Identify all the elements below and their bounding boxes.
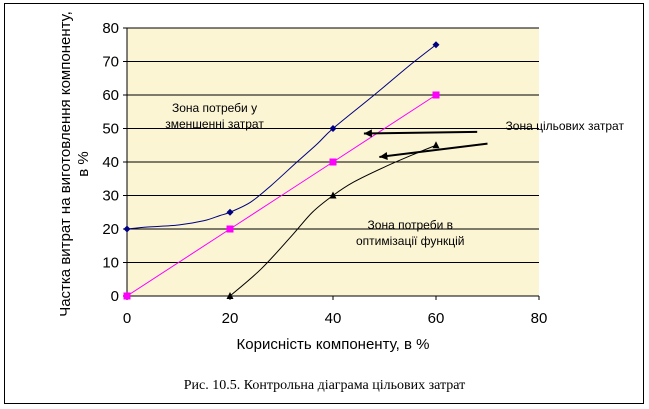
y-tick-label: 80: [102, 20, 119, 37]
x-tick-label: 60: [428, 310, 445, 327]
y-tick-label: 10: [102, 255, 119, 272]
y-tick-label: 0: [111, 288, 119, 305]
annotation-line: Зона потреби у: [172, 101, 257, 115]
x-tick-label: 0: [123, 310, 131, 327]
tick-labels: 0 10 20 30 40 50 60 70 80 0 20 40 60 80: [102, 20, 547, 327]
data-point-diamond: [432, 41, 440, 49]
x-tick-label: 80: [531, 310, 548, 327]
y-tick-label: 70: [102, 54, 119, 71]
annotation-line: зменшенні затрат: [165, 117, 264, 131]
zone-annotation: Зона потреби в оптимізації функцій: [356, 218, 465, 248]
y-tick-label: 30: [102, 188, 119, 205]
data-point-diamond: [226, 208, 234, 216]
data-point-triangle: [329, 191, 337, 199]
y-axis-title: Частка витрат на виготовлення компоненту…: [57, 11, 92, 317]
annotation-line: Зона потреби в: [368, 218, 453, 232]
x-axis-title: Корисність компоненту, в %: [237, 336, 430, 353]
arrow-head: [363, 129, 372, 138]
annotation-line: оптимізації функцій: [356, 234, 465, 248]
y-tick-label: 50: [102, 121, 119, 138]
series-group: [123, 41, 440, 300]
zone-arrow: [363, 130, 478, 135]
data-point-diamond: [329, 125, 337, 132]
data-point-square: [226, 225, 234, 233]
zone-arrow: [379, 142, 488, 158]
y-tick-label: 20: [102, 221, 119, 238]
axes: [126, 28, 539, 297]
x-tick-label: 20: [222, 310, 239, 327]
zone-annotation: Зона потреби у зменшенні затрат: [165, 101, 264, 131]
data-point-triangle: [226, 292, 234, 299]
series-line: [126, 94, 437, 297]
data-point-square: [432, 91, 440, 99]
y-tick-label: 60: [102, 87, 119, 104]
data-point-square: [329, 158, 337, 166]
x-tick-label: 40: [325, 310, 342, 327]
y-tick-label: 40: [102, 154, 119, 171]
zone-annotation: Зона цільових затрат: [506, 119, 625, 133]
data-point-triangle: [432, 141, 440, 149]
annotation-line: Зона цільових затрат: [506, 119, 625, 133]
series-line: [126, 44, 437, 230]
arrow-head: [379, 152, 388, 160]
data-point-diamond: [123, 225, 131, 233]
data-point-square: [123, 292, 131, 300]
figure-caption: Рис. 10.5. Контрольна діаграма цільових …: [183, 378, 466, 393]
